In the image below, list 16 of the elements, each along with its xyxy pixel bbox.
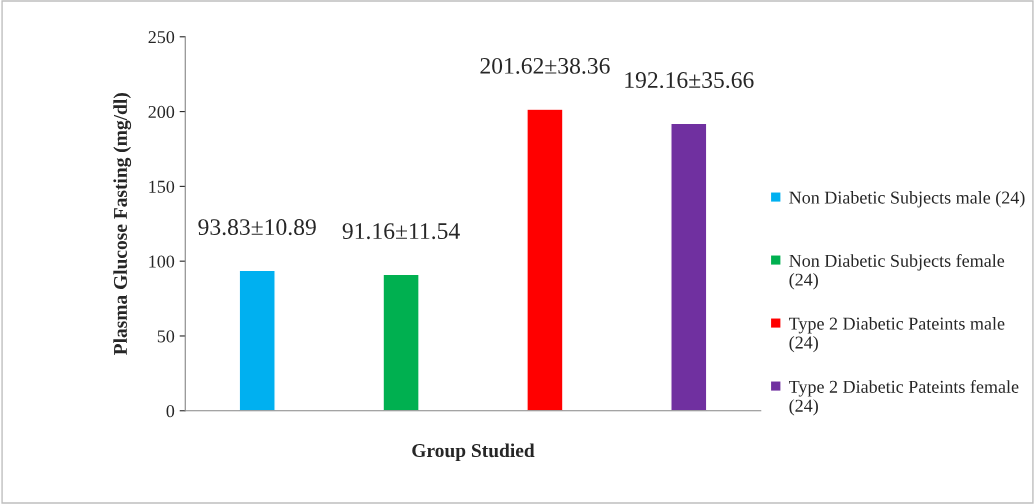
y-tick-label: 50 <box>157 330 175 343</box>
data-label: 201.62±38.36 <box>480 57 610 74</box>
data-label: 93.83±10.89 <box>198 219 316 236</box>
legend-label: Non Diabetic Subjects female (24) <box>789 254 1005 290</box>
y-tick-label: 200 <box>148 105 175 119</box>
legend-label: Type 2 Diabetic Pateints female (24) <box>789 380 1019 416</box>
y-tick-label: 0 <box>166 405 175 418</box>
legend-label: Non Diabetic Subjects male (24) <box>789 191 1025 208</box>
data-label: 192.16±35.66 <box>625 72 754 89</box>
data-label: 91.16±11.54 <box>342 223 460 240</box>
y-tick-label: 100 <box>149 255 175 268</box>
y-axis-title: Plasma Glucose Fasting (mg/dl) <box>113 93 132 355</box>
x-axis-title: Group Studied <box>412 443 535 462</box>
y-tick-label: 150 <box>149 180 175 193</box>
y-tick-label: 250 <box>148 31 175 44</box>
legend-label: Type 2 Diabetic Pateints male (24) <box>789 317 1005 353</box>
